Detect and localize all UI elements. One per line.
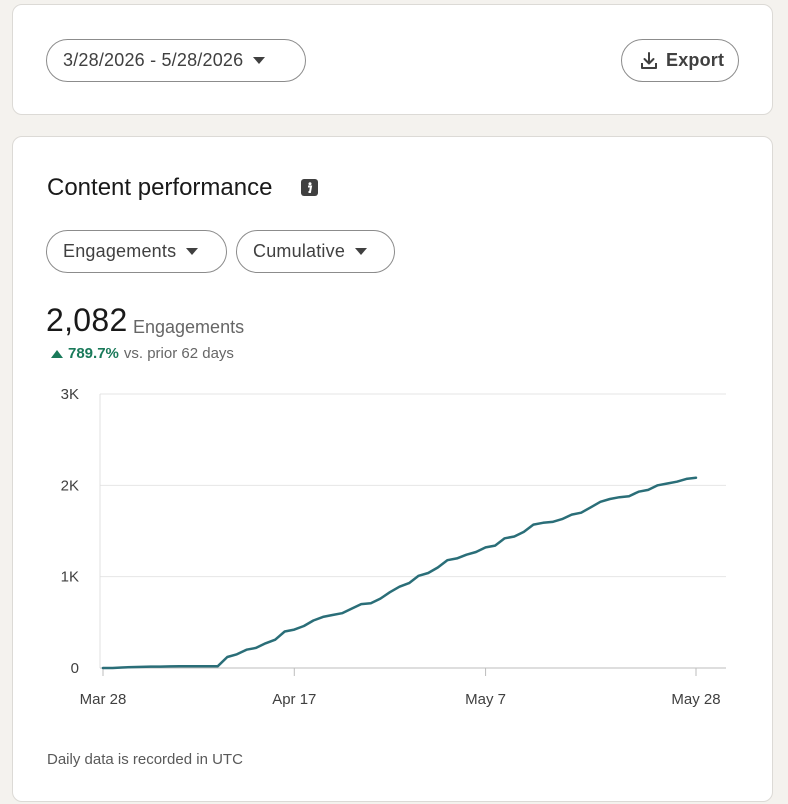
metric-dropdown-value: Engagements xyxy=(63,241,177,261)
x-tick-label: Mar 28 xyxy=(80,691,127,708)
date-range-value: 3/28/2026 - 5/28/2026 xyxy=(63,50,244,70)
footnote: Daily data is recorded in UTC xyxy=(47,751,243,768)
change-text: vs. prior 62 days xyxy=(123,345,234,362)
chevron-down-icon xyxy=(253,57,266,64)
change-indicator: 789.7% vs. prior 62 days xyxy=(51,345,234,362)
section-title: Content performance xyxy=(47,174,273,201)
mode-dropdown[interactable]: Cumulative xyxy=(236,230,395,273)
x-tick-label: May 28 xyxy=(671,691,720,708)
chevron-down-icon xyxy=(355,248,368,255)
metric-dropdown[interactable]: Engagements xyxy=(46,230,227,273)
mode-dropdown-value: Cumulative xyxy=(253,241,346,261)
info-icon[interactable] xyxy=(301,179,318,196)
export-label: Export xyxy=(666,50,725,70)
change-percent: 789.7% xyxy=(68,345,119,362)
total-label: Engagements xyxy=(133,317,245,337)
total-value: 2,082 xyxy=(46,302,128,338)
date-range-card: 3/28/2026 - 5/28/2026 Export xyxy=(12,4,773,115)
y-tick-label: 0 xyxy=(71,660,79,677)
x-tick-label: Apr 17 xyxy=(272,691,316,708)
y-tick-label: 3K xyxy=(61,386,79,403)
date-range-dropdown[interactable]: 3/28/2026 - 5/28/2026 xyxy=(46,39,306,82)
series-line xyxy=(101,476,698,670)
arrow-up-icon xyxy=(51,349,63,358)
engagements-line-chart: 0 1K 2K 3K Mar 28 Apr 17 May 7 May 28 xyxy=(61,386,726,708)
x-tick-label: May 7 xyxy=(465,691,506,708)
chevron-down-icon xyxy=(186,248,199,255)
y-tick-label: 2K xyxy=(61,477,79,494)
download-icon xyxy=(641,51,657,69)
export-button[interactable]: Export xyxy=(621,39,739,82)
y-tick-label: 1K xyxy=(61,569,79,586)
content-performance-card: Content performance Engagements Cumulati… xyxy=(12,136,773,802)
